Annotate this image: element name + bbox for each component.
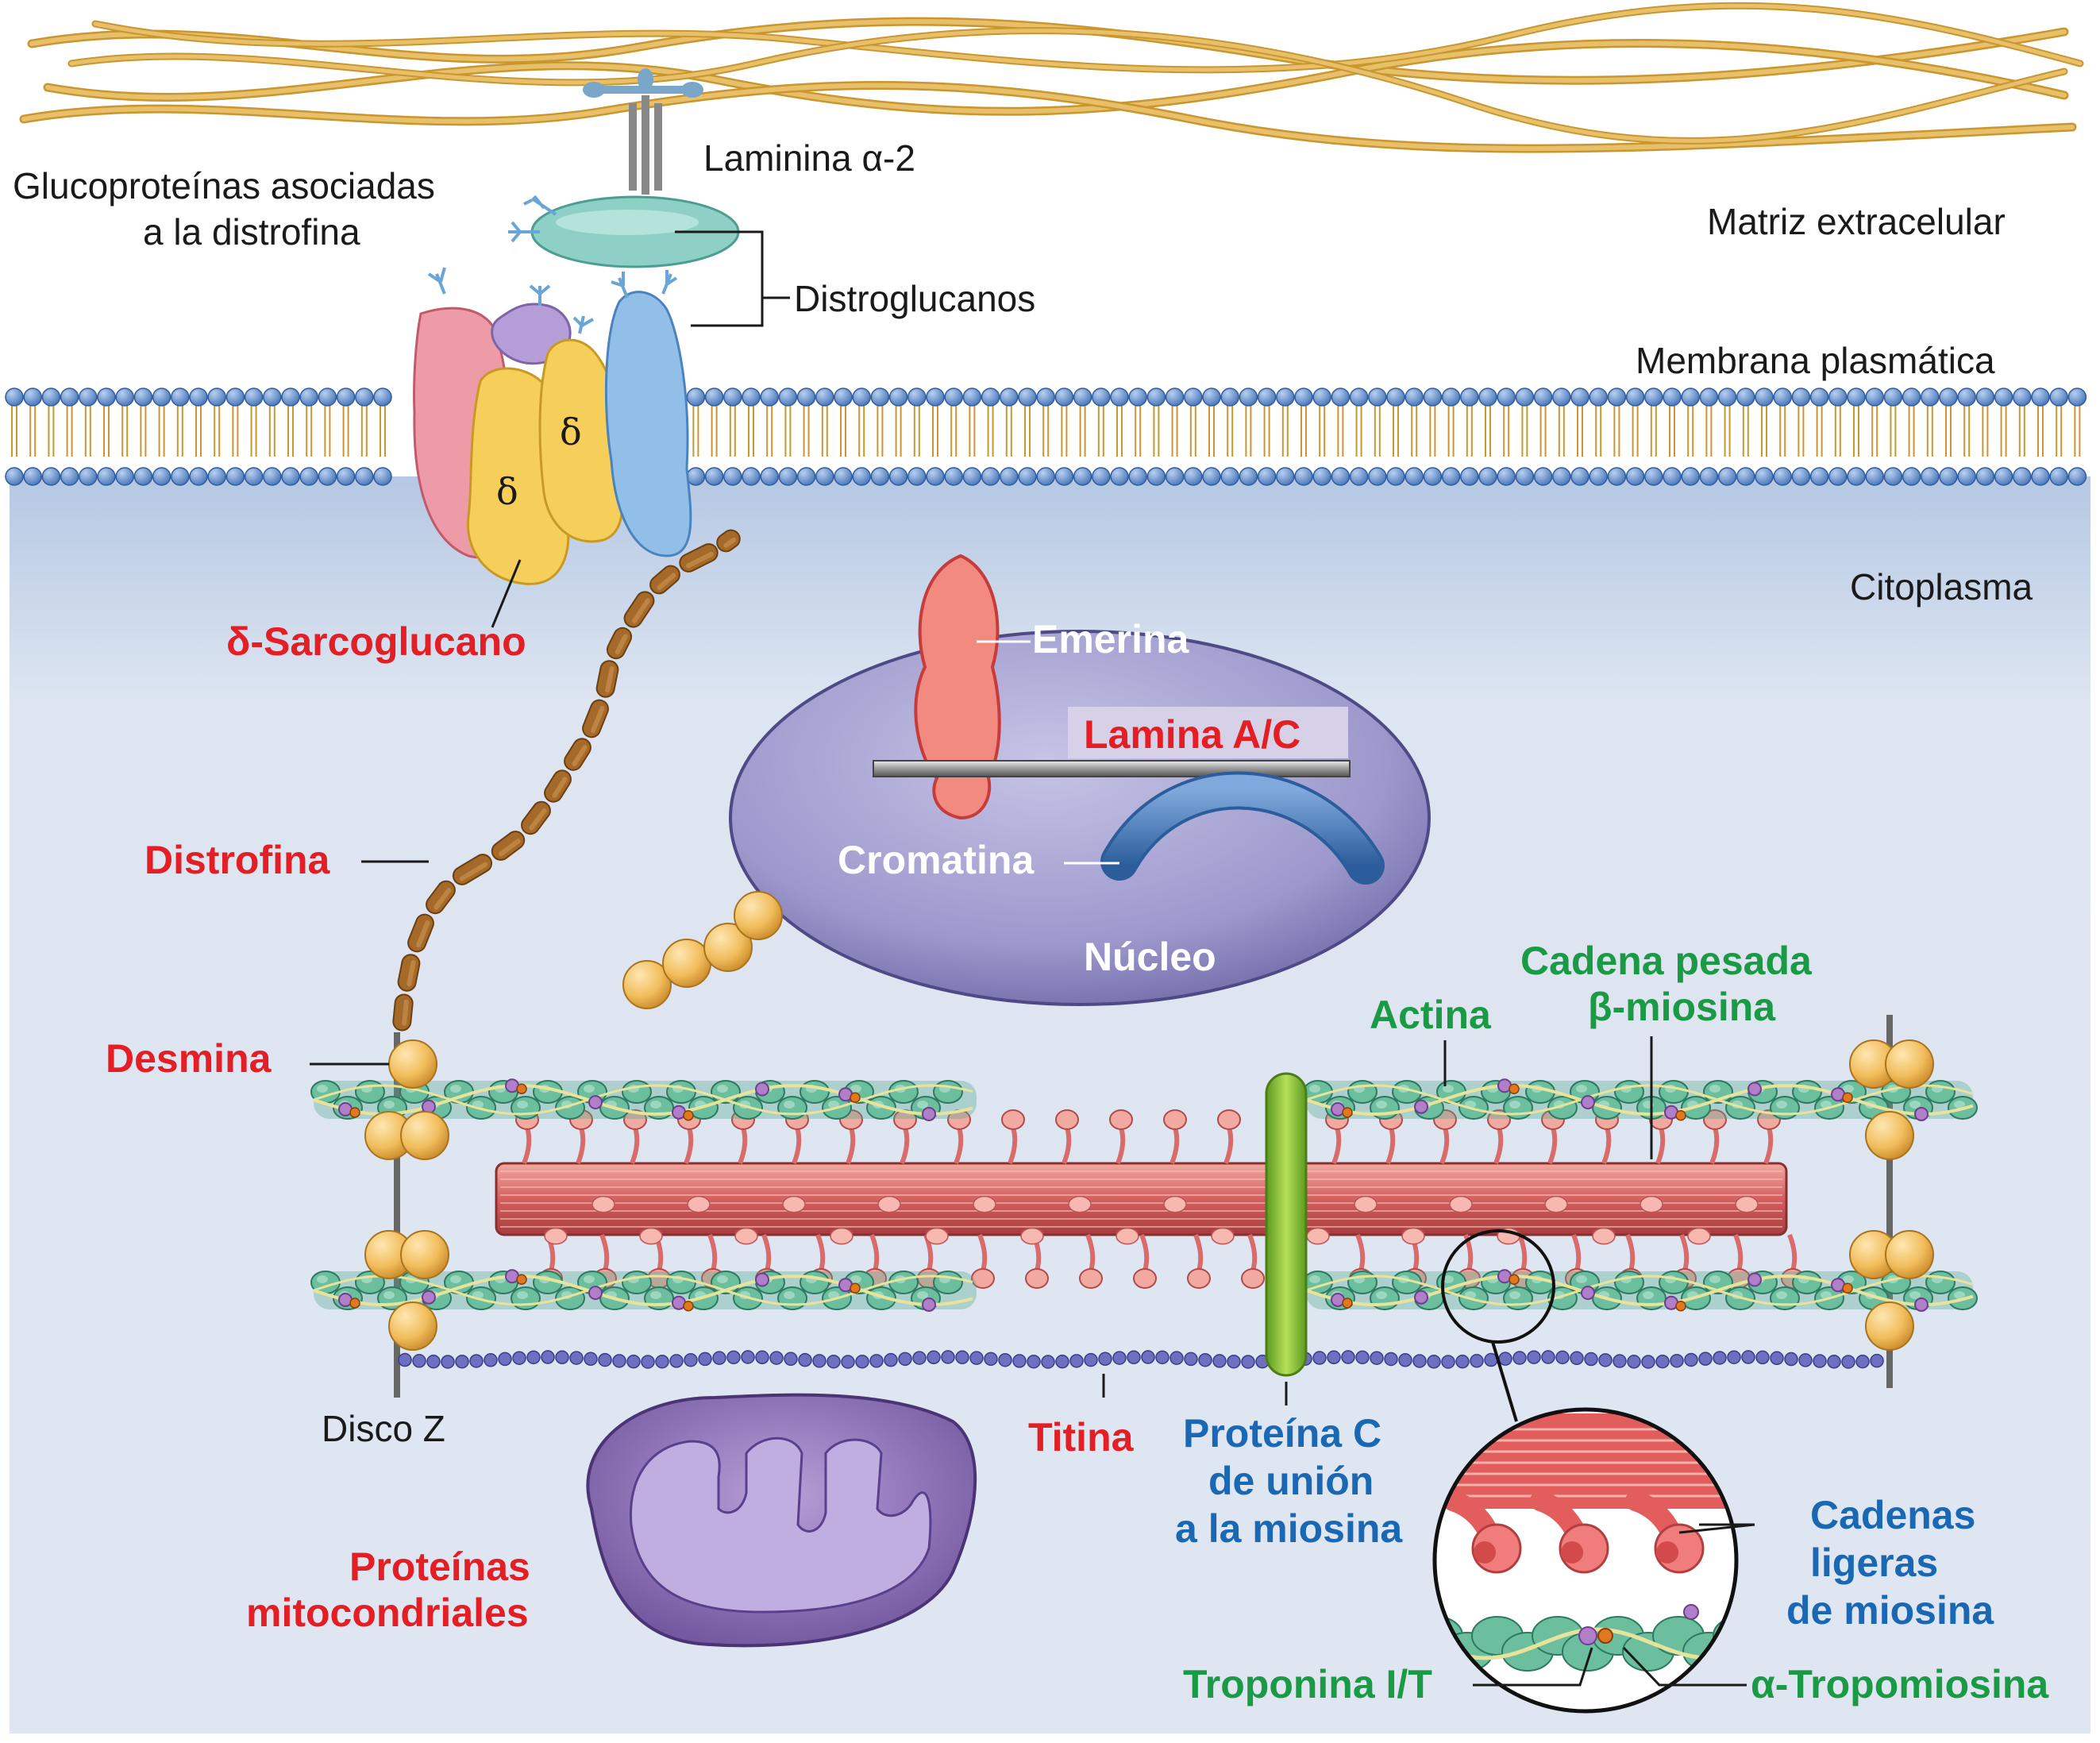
extracellular-matrix-fibers — [19, 2, 2084, 153]
sarcomere — [310, 1039, 1978, 1369]
label-desmina: Desmina — [106, 1036, 272, 1081]
label-mito-1: Proteínas — [349, 1544, 530, 1589]
label-laminina: Laminina α-2 — [703, 137, 915, 179]
label-disco-z: Disco Z — [322, 1408, 445, 1449]
emerin-protein — [914, 553, 1001, 820]
label-ligeras-2: ligeras — [1810, 1541, 1938, 1585]
label-lamina-ac: Lamina A/C — [1084, 712, 1300, 757]
label-cadena-pesada-2: β-miosina — [1588, 985, 1776, 1029]
mitochondrion — [586, 1393, 977, 1648]
label-membrana-plasmatica: Membrana plasmática — [1636, 340, 1995, 381]
label-nucleo: Núcleo — [1084, 935, 1216, 979]
label-proteina-c-3: a la miosina — [1175, 1506, 1403, 1551]
myosin-binding-protein-c — [1265, 1072, 1308, 1377]
label-ligeras-3: de miosina — [1786, 1588, 1994, 1633]
label-ligeras-1: Cadenas — [1810, 1493, 1975, 1537]
z-disc-left — [394, 1032, 400, 1398]
label-tropomiosina: α-Tropomiosina — [1751, 1662, 2049, 1706]
lamina-ac-label-box — [1068, 707, 1348, 758]
nucleus — [729, 553, 1431, 1006]
label-titina: Titina — [1028, 1415, 1135, 1460]
label-proteina-c-1: Proteína C — [1183, 1411, 1381, 1456]
label-matriz-extracelular: Matriz extracelular — [1707, 201, 2006, 242]
label-proteina-c-2: de unión — [1208, 1459, 1374, 1503]
label-emerina: Emerina — [1032, 617, 1190, 661]
label-glucoproteinas-1: Glucoproteínas asociadas — [13, 165, 435, 206]
plasma-membrane — [5, 388, 2087, 486]
label-mito-2: mitocondriales — [246, 1591, 529, 1635]
leader-lines — [310, 230, 1755, 1687]
label-delta-2: δ — [560, 411, 582, 453]
label-cromatina: Cromatina — [838, 838, 1035, 882]
label-delta-1: δ — [496, 470, 518, 513]
label-actina: Actina — [1370, 993, 1492, 1037]
label-distroglucanos: Distroglucanos — [794, 278, 1035, 319]
z-disc-right — [1886, 1015, 1893, 1388]
desmin-beads-free — [622, 891, 783, 1009]
label-glucoproteinas-2: a la distrofina — [143, 211, 360, 253]
sarcoglycan-complex — [413, 267, 692, 585]
laminin-alpha2 — [583, 68, 703, 195]
label-troponina: Troponina I/T — [1183, 1662, 1432, 1706]
label-distrofina: Distrofina — [144, 838, 331, 882]
label-cadena-pesada-1: Cadena pesada — [1520, 939, 1813, 983]
dystrophin-chain — [392, 529, 741, 1032]
label-citoplasma: Citoplasma — [1850, 566, 2033, 607]
label-delta-sarcoglucano: δ-Sarcoglucano — [226, 619, 526, 664]
lamina-ac-bar — [873, 760, 1351, 777]
